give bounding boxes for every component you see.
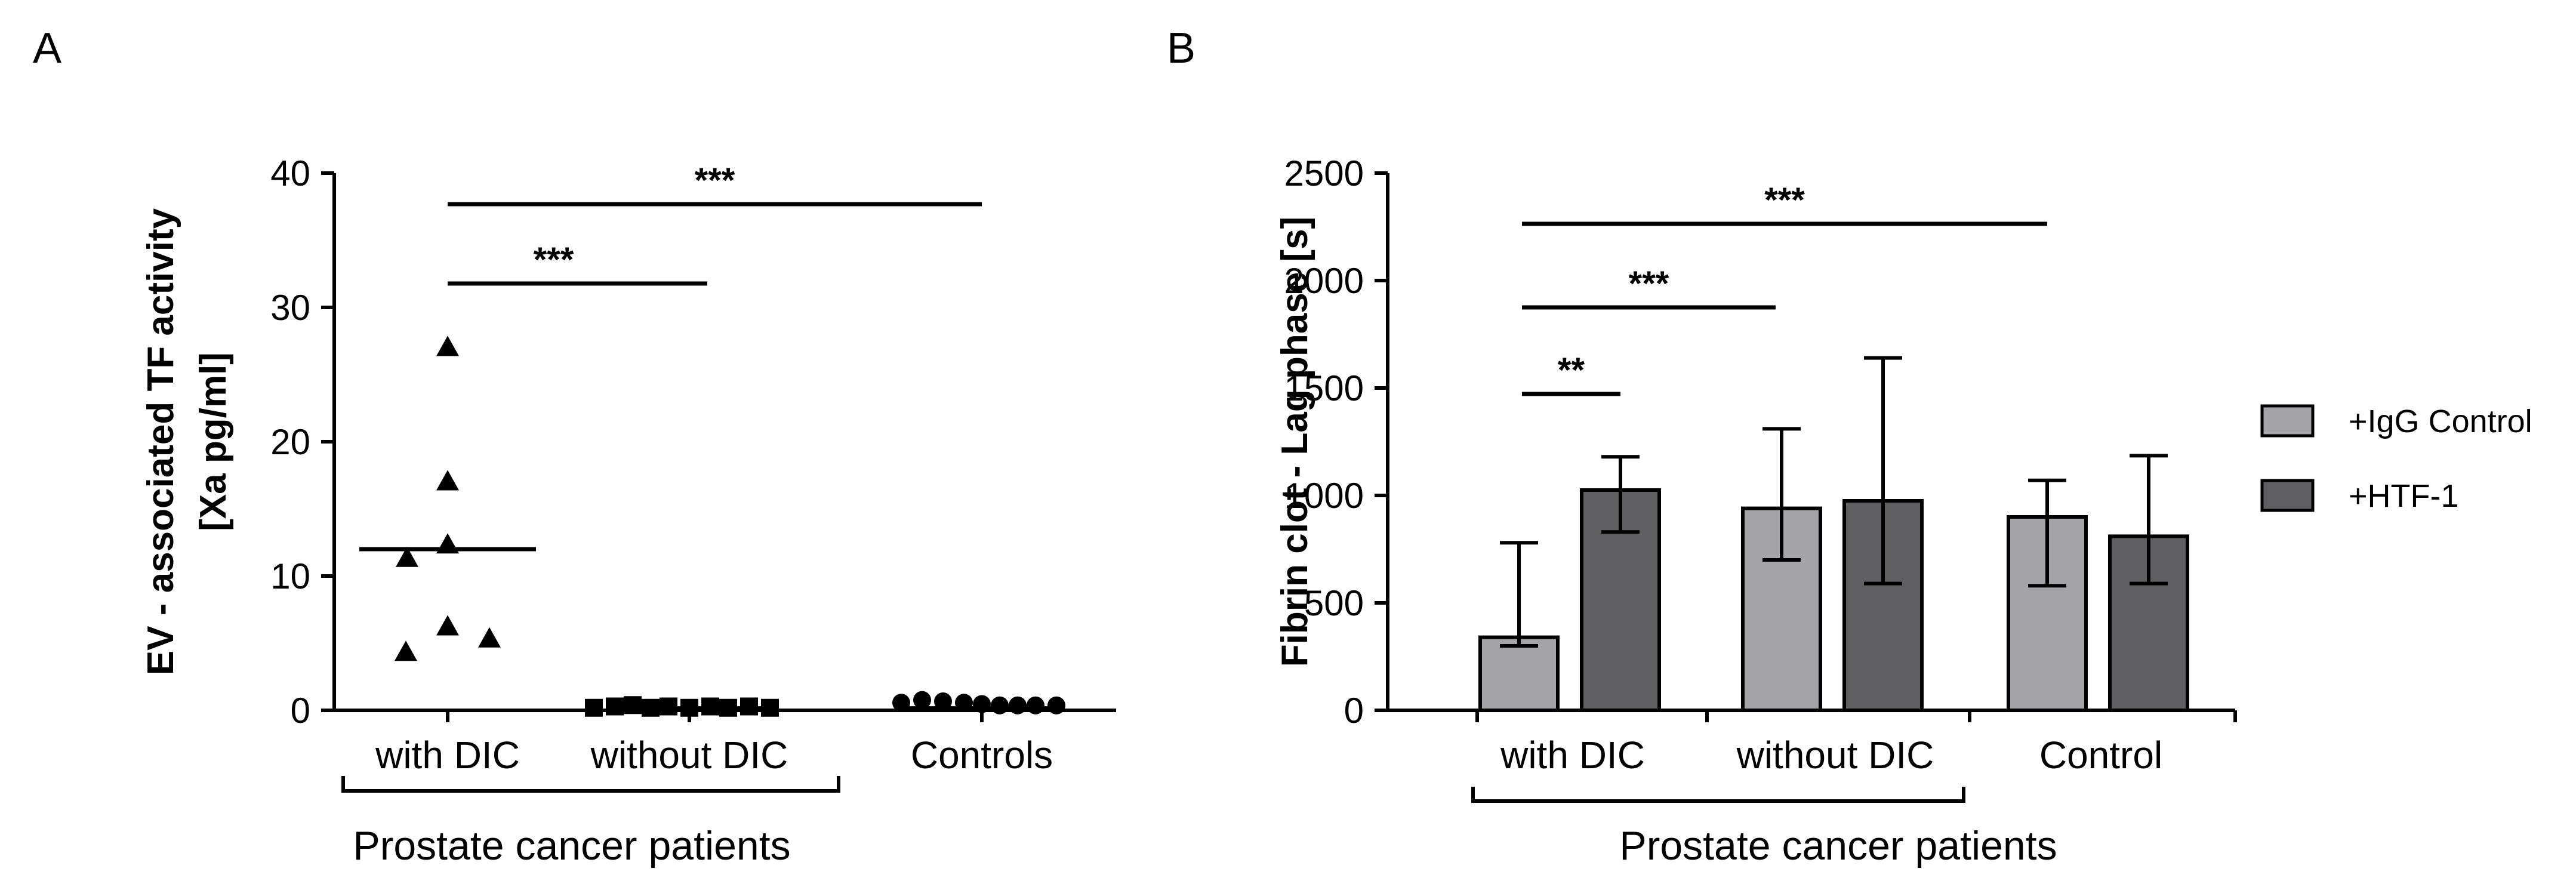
- panel-a-group-label: Prostate cancer patients: [353, 823, 790, 869]
- panel-b-y-tick-label: 1000: [1284, 476, 1364, 516]
- panel-b-y-tick-label: 2000: [1284, 261, 1364, 301]
- panel-a-scatter-chart: EV - associated TF activity [Xa pg/ml] P…: [140, 153, 1116, 869]
- panel-b-y-tick-label: 500: [1304, 583, 1364, 623]
- panel-label-b: B: [1167, 24, 1195, 72]
- panel-b-y-tick-label: 1500: [1284, 368, 1364, 408]
- panel-b-bar: [1478, 635, 1560, 712]
- panel-b-bar: [2007, 515, 2088, 712]
- panel-b-y-axis-title: Fibrin clot - Lag phase [s]: [1274, 217, 1315, 667]
- panel-a-data-point-circle: [991, 696, 1009, 715]
- panel-b-x-tick-label: with DIC: [1500, 734, 1645, 777]
- panel-b-legend-swatch: [2260, 479, 2315, 512]
- panel-a-data-point-circle: [934, 692, 952, 710]
- panel-a-data-point-triangle: [436, 335, 459, 356]
- panel-a-y-tick-label: 20: [270, 422, 310, 462]
- panel-a-x-tick-label: without DIC: [590, 734, 788, 777]
- panel-b-significance-label: ***: [1629, 264, 1669, 303]
- panel-a-y-axis-title-line-1: EV - associated TF activity: [140, 208, 181, 675]
- panel-a-data-point-triangle: [436, 470, 459, 491]
- panel-a-x-tick-label: Controls: [911, 734, 1053, 777]
- panel-a-data-point-triangle: [436, 615, 459, 636]
- panel-a-data-point-square: [624, 696, 642, 715]
- panel-a-data-point-circle: [1027, 696, 1044, 715]
- panel-b-group-bracket: [1471, 787, 1965, 803]
- panel-a-y-tick-label: 30: [270, 288, 310, 328]
- panel-a-group-bracket: [341, 776, 840, 793]
- panel-b-significance-label: **: [1558, 351, 1585, 390]
- panel-b-bar-chart: Fibrin clot - Lag phase [s] Prostate can…: [1274, 153, 2532, 869]
- panel-a-data-point-triangle: [395, 640, 417, 661]
- panel-b-group-label: Prostate cancer patients: [1619, 823, 2057, 869]
- panel-a-data-point-square: [585, 698, 603, 717]
- panel-b-x-tick-label: Control: [2039, 734, 2162, 777]
- panel-b-y-tick-label: 2500: [1284, 153, 1364, 193]
- panel-b-legend-swatch: [2260, 404, 2315, 438]
- panel-a-y-tick-label: 0: [291, 691, 310, 731]
- panel-label-a: A: [33, 24, 61, 72]
- panel-a-data-point-triangle: [478, 627, 501, 648]
- panel-a-y-tick-label: 40: [270, 153, 310, 193]
- panel-a-data-point-triangle: [396, 546, 418, 567]
- panel-a-x-tick-label: with DIC: [375, 734, 520, 777]
- panel-a-significance-label: ***: [695, 161, 735, 200]
- panel-a-significance-label: ***: [534, 241, 574, 279]
- panel-a-y-axis-title-line-2: [Xa pg/ml]: [193, 352, 234, 531]
- panel-a-data-point-circle: [1047, 696, 1065, 715]
- panel-b-y-tick-label: 0: [1344, 691, 1364, 731]
- panel-b-legend-label: +IgG Control: [2349, 404, 2532, 439]
- panel-a-data-point-circle: [913, 691, 931, 709]
- panel-a-y-tick-label: 10: [270, 556, 310, 596]
- panel-a-data-point-circle: [1009, 696, 1027, 715]
- panel-b-x-tick-label: without DIC: [1736, 734, 1934, 777]
- panel-b-significance-label: ***: [1764, 181, 1805, 220]
- panel-b-legend-label: +HTF-1: [2349, 478, 2459, 514]
